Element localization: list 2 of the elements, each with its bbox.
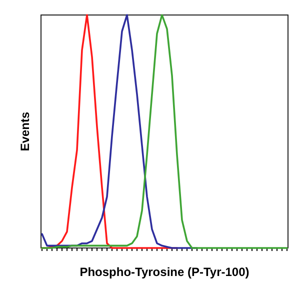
y-axis-title: Events bbox=[18, 112, 32, 152]
x-axis-title: Phospho-Tyrosine (P-Tyr-100) bbox=[80, 265, 250, 279]
